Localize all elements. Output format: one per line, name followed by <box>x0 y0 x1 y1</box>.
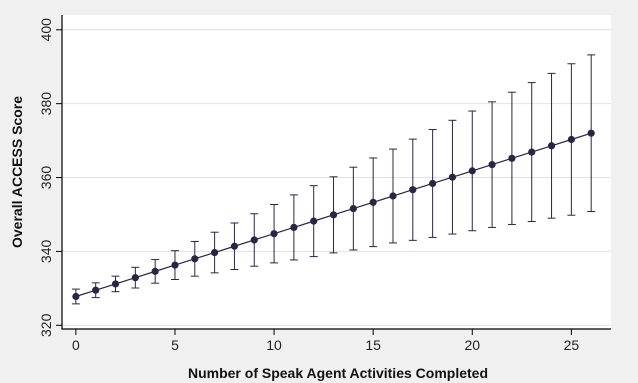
data-point <box>448 173 457 181</box>
data-point <box>547 142 556 150</box>
y-tick-label: 320 <box>38 313 54 337</box>
x-tick-label: 25 <box>564 337 580 353</box>
data-point <box>488 161 496 169</box>
data-point <box>567 135 575 144</box>
x-tick-label: 10 <box>266 337 282 353</box>
x-tick-label: 0 <box>72 337 80 353</box>
axes <box>61 15 611 330</box>
data-point <box>111 280 120 288</box>
y-tick-label: 400 <box>38 18 54 42</box>
data-point <box>230 242 239 250</box>
data-point <box>191 255 199 263</box>
data-point <box>349 204 357 213</box>
data-point <box>290 223 298 232</box>
y-axis-ticks: 320 340 360 380 400 <box>38 18 62 337</box>
data-point <box>409 186 417 194</box>
data-point <box>270 230 278 238</box>
data-point <box>151 267 159 275</box>
data-points <box>72 129 595 301</box>
data-point <box>131 274 139 282</box>
data-point <box>310 217 318 225</box>
data-point <box>389 192 397 200</box>
grid <box>62 29 611 326</box>
y-tick-label: 340 <box>38 240 54 264</box>
data-point <box>468 167 476 175</box>
data-point <box>92 286 100 294</box>
x-tick-label: 15 <box>365 337 381 353</box>
x-axis-label: Number of Speak Agent Activities Complet… <box>188 365 488 381</box>
y-tick-label: 380 <box>38 92 54 116</box>
y-axis-label: Overall ACCESS Score <box>9 96 25 248</box>
data-point <box>329 211 338 219</box>
plot-background <box>62 15 611 329</box>
x-tick-label: 20 <box>464 337 480 353</box>
data-point <box>369 198 377 206</box>
x-tick-label: 5 <box>171 337 179 353</box>
data-point <box>528 148 536 156</box>
data-point <box>250 236 258 244</box>
x-axis-ticks: 0 5 10 15 20 25 <box>72 329 579 353</box>
y-tick-label: 360 <box>38 166 54 190</box>
data-point <box>211 248 219 257</box>
data-point <box>72 292 80 301</box>
data-point <box>171 261 179 269</box>
data-point <box>508 154 516 162</box>
data-point <box>429 179 437 188</box>
data-point <box>587 129 595 137</box>
